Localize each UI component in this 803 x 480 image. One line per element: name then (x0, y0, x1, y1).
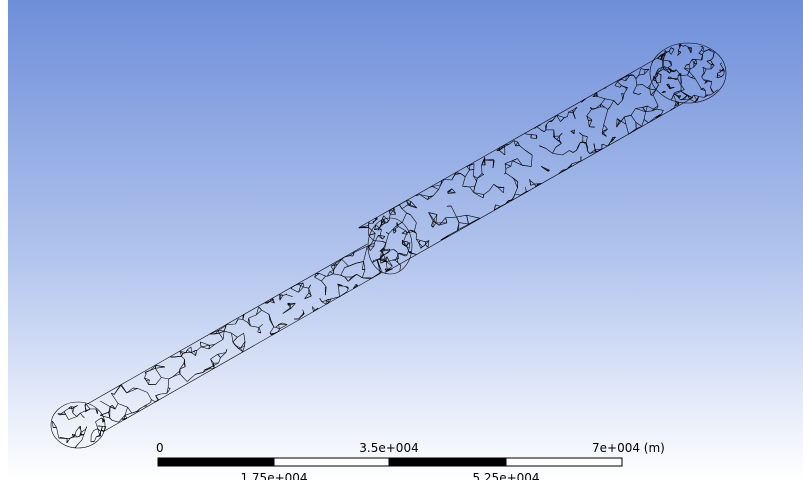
scale-segment (389, 458, 506, 466)
scale-label: 3.5e+004 (359, 441, 418, 455)
mesh-edge (101, 430, 102, 431)
graphics-viewport: 0 3.5e+004 7e+004 (m) 1.75e+004 5.25e+00… (0, 0, 803, 480)
mesh-edge (701, 89, 702, 90)
scale-label: 0 (156, 441, 164, 455)
scale-label: 7e+004 (m) (592, 441, 665, 455)
scale-label: 5.25e+004 (472, 471, 539, 480)
mesh-edge (348, 287, 349, 288)
scale-segment (506, 458, 622, 466)
scale-label: 1.75e+004 (240, 471, 307, 480)
scale-segment (158, 458, 274, 466)
scale-segment (274, 458, 389, 466)
page: 0 3.5e+004 7e+004 (m) 1.75e+004 5.25e+00… (0, 0, 803, 480)
